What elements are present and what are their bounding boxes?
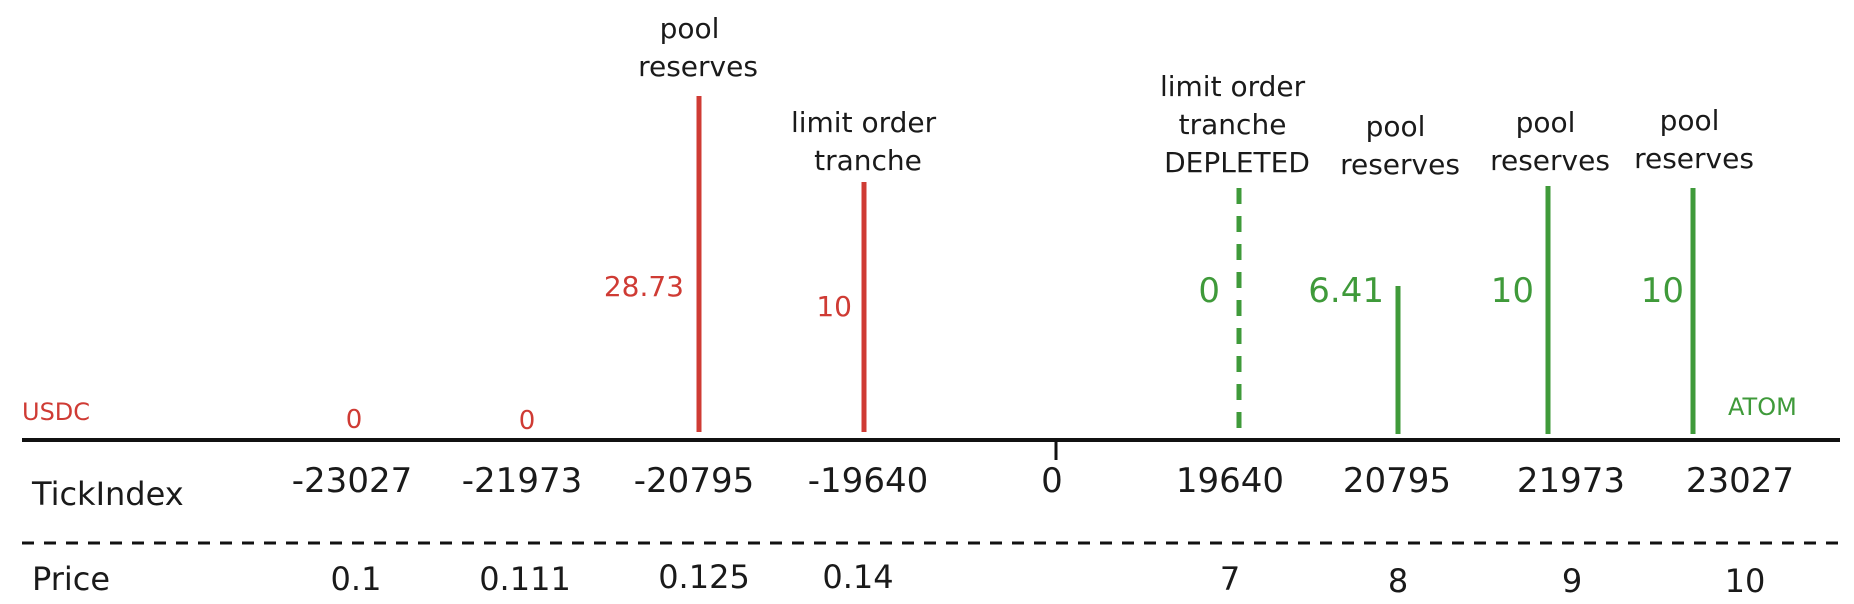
- price-value: 0.1: [331, 560, 382, 598]
- liquidity-type-label: pool reserves: [1340, 110, 1460, 181]
- label-line: tranche: [1179, 108, 1287, 141]
- label-line: pool: [1366, 110, 1426, 143]
- amount-label: 0: [1198, 271, 1220, 311]
- atom-label: ATOM: [1728, 393, 1797, 421]
- label-line: pool: [1516, 106, 1576, 139]
- label-line: reserves: [1340, 148, 1460, 181]
- price-value: 8: [1388, 562, 1408, 600]
- amount-label: 10: [816, 290, 852, 323]
- amount-label: 10: [1641, 271, 1684, 311]
- label-line: reserves: [1634, 142, 1754, 175]
- label-line: reserves: [1490, 144, 1610, 177]
- label-line: reserves: [638, 50, 758, 83]
- amount-label: 0: [346, 405, 363, 435]
- price-value: 9: [1562, 562, 1582, 600]
- amount-label: 28.73: [604, 270, 684, 303]
- price-value: 7: [1220, 560, 1240, 598]
- tick-index-value: 21973: [1517, 461, 1625, 501]
- liquidity-type-label: limit order tranche DEPLETED: [1160, 70, 1314, 179]
- label-line: pool: [1660, 104, 1720, 137]
- label-line: limit order: [791, 106, 937, 139]
- tick-index-value: -20795: [634, 461, 754, 501]
- label-line: tranche: [814, 144, 922, 177]
- liquidity-type-label: pool reserves: [638, 12, 758, 83]
- liquidity-type-label: limit order tranche: [791, 106, 945, 177]
- tick-index-value: -23027: [292, 461, 412, 501]
- tickindex-row-label: TickIndex: [31, 475, 184, 513]
- amount-label: 0: [519, 406, 536, 436]
- price-value: 0.14: [822, 558, 893, 596]
- price-row-label: Price: [32, 560, 110, 598]
- price-value: 10: [1725, 562, 1766, 600]
- tick-index-value: -21973: [462, 461, 582, 501]
- price-value: 0.125: [658, 558, 750, 596]
- label-line: limit order: [1160, 70, 1306, 103]
- tick-index-value: 20795: [1343, 461, 1451, 501]
- liquidity-type-label: pool reserves: [1490, 106, 1610, 177]
- label-line: pool: [660, 12, 720, 45]
- usdc-label: USDC: [22, 398, 90, 426]
- amount-label: 10: [1491, 271, 1534, 311]
- tick-index-value: 23027: [1686, 461, 1794, 501]
- price-value: 0.111: [479, 560, 571, 598]
- label-line: DEPLETED: [1164, 146, 1310, 179]
- tick-index-value: 19640: [1176, 461, 1284, 501]
- liquidity-type-label: pool reserves: [1634, 104, 1754, 175]
- tick-index-value: 0: [1041, 461, 1063, 501]
- amount-label: 6.41: [1308, 271, 1384, 311]
- tick-index-value: -19640: [808, 461, 928, 501]
